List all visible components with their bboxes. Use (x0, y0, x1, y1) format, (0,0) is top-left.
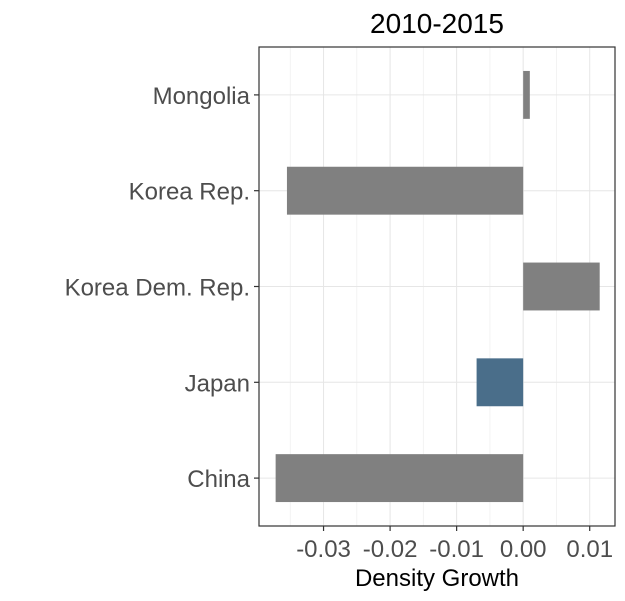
bar (286, 166, 524, 215)
bar (523, 70, 530, 119)
bar (523, 262, 600, 311)
y-tick-label: Korea Dem. Rep. (65, 275, 250, 302)
x-tick-label: 0.00 (500, 536, 547, 563)
y-tick-label: China (187, 466, 250, 493)
x-axis: -0.03 -0.02 -0.01 0.00 0.01 (296, 526, 613, 563)
y-tick-label: Japan (185, 370, 250, 397)
chart-title: 2010-2015 (370, 8, 504, 39)
y-axis: Mongolia Korea Rep. Korea Dem. Rep. Japan Ch… (65, 83, 259, 493)
y-tick-label: Korea Rep. (129, 179, 250, 206)
x-tick-label: -0.02 (363, 536, 418, 563)
x-axis-title: Density Growth (355, 565, 519, 592)
plot-bars (275, 70, 600, 503)
y-tick-label: Mongolia (153, 83, 251, 110)
x-tick-label: 0.01 (566, 536, 613, 563)
x-tick-label: -0.01 (429, 536, 484, 563)
x-tick-label: -0.03 (296, 536, 351, 563)
bar (476, 358, 524, 407)
bar (275, 454, 524, 503)
